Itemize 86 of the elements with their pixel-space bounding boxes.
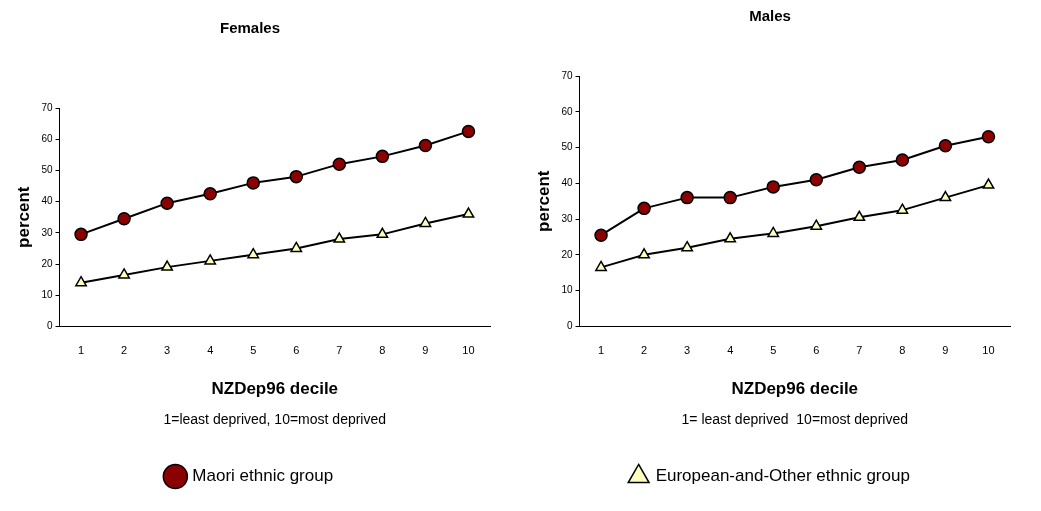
text: 1=least deprived, 10=most deprived xyxy=(163,410,387,427)
point xyxy=(982,178,995,189)
x-tick-label: 7 xyxy=(856,344,863,357)
point xyxy=(289,169,304,184)
chart-title: Females xyxy=(219,19,281,37)
y-axis-title: percent xyxy=(533,170,553,232)
y-tick-label: 60 xyxy=(561,105,573,117)
x-tick-label: 5 xyxy=(250,344,257,357)
point xyxy=(766,180,780,194)
point xyxy=(376,227,389,239)
point xyxy=(203,187,217,201)
point xyxy=(680,190,694,205)
point xyxy=(160,196,174,210)
point xyxy=(161,260,174,271)
y-tick-label: 60 xyxy=(41,132,53,144)
x-tick-label: 2 xyxy=(641,344,648,357)
point xyxy=(117,212,131,226)
x-tick-label: 9 xyxy=(942,344,949,357)
chart-title: Males xyxy=(749,7,791,25)
x-tick-label: 9 xyxy=(422,344,429,357)
y-tick-label: 70 xyxy=(41,101,53,113)
point xyxy=(290,241,303,253)
x-tick-label: 5 xyxy=(770,344,777,357)
y-tick-label: 20 xyxy=(561,248,573,260)
point xyxy=(723,190,737,205)
point xyxy=(462,207,475,218)
legend-label: European-and-Other ethnic group xyxy=(655,466,910,486)
point xyxy=(895,153,910,167)
point xyxy=(853,210,866,222)
x-tick-label: 8 xyxy=(379,344,386,357)
y-tick-label: 40 xyxy=(561,177,573,189)
x-tick-label: 4 xyxy=(727,344,734,357)
y-tick-label: 10 xyxy=(561,284,573,296)
y-axis-title: percent xyxy=(13,186,33,248)
x-axis-title: NZDep96 decile xyxy=(211,379,339,399)
x-tick-label: 3 xyxy=(164,344,171,357)
point xyxy=(419,216,432,228)
point xyxy=(896,203,909,214)
point xyxy=(852,160,867,174)
point xyxy=(333,232,346,243)
point xyxy=(981,130,996,144)
point xyxy=(118,268,131,279)
x-tick-label: 1 xyxy=(597,344,605,357)
x-tick-label: 4 xyxy=(207,344,214,357)
point xyxy=(375,149,390,164)
point xyxy=(75,275,87,287)
x-tick-label: 6 xyxy=(813,344,820,357)
point xyxy=(809,172,824,187)
y-tick-label: 40 xyxy=(41,195,53,207)
point xyxy=(638,248,651,259)
y-tick-label: 50 xyxy=(41,164,53,176)
point xyxy=(681,240,694,252)
point xyxy=(939,190,952,202)
x-tick-label: 8 xyxy=(899,344,906,357)
x-tick-label: 6 xyxy=(293,344,300,357)
legend-label: Maori ethnic group xyxy=(192,466,334,486)
point xyxy=(595,260,607,272)
point xyxy=(810,219,823,230)
point xyxy=(724,232,737,243)
x-tick-label: 7 xyxy=(336,344,343,357)
y-tick-label: 50 xyxy=(561,141,573,153)
point xyxy=(204,254,217,265)
y-tick-label: 0 xyxy=(46,320,53,332)
point xyxy=(247,247,260,259)
point xyxy=(246,176,260,190)
x-tick-label: 10 xyxy=(462,344,475,357)
text: 1= least deprived 10=most deprived xyxy=(681,410,908,427)
y-tick-label: 30 xyxy=(561,212,573,224)
y-tick-label: 20 xyxy=(41,257,53,269)
point xyxy=(637,201,651,216)
point xyxy=(461,124,476,139)
point xyxy=(418,138,433,153)
x-axis-title: NZDep96 decile xyxy=(731,379,859,399)
x-tick-label: 1 xyxy=(77,344,85,357)
y-tick-label: 0 xyxy=(566,320,573,332)
x-tick-label: 3 xyxy=(684,344,691,357)
y-tick-label: 10 xyxy=(41,288,53,300)
point xyxy=(332,157,347,171)
x-tick-label: 2 xyxy=(121,344,128,357)
point xyxy=(767,226,780,238)
x-tick-label: 10 xyxy=(982,344,995,357)
y-tick-label: 30 xyxy=(41,226,53,238)
point xyxy=(938,139,953,153)
y-tick-label: 70 xyxy=(561,69,573,81)
point xyxy=(594,228,608,242)
point xyxy=(74,227,88,242)
